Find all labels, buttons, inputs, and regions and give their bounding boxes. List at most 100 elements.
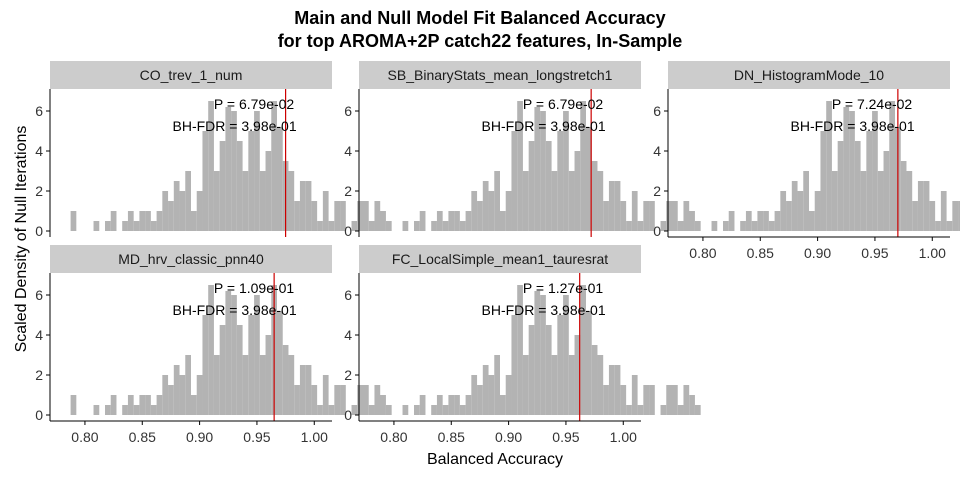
histogram-bar [522,171,529,231]
histogram-bar [751,221,758,231]
histogram-bar [505,191,512,231]
histogram-bar [219,141,226,231]
histogram-bar [946,221,953,231]
histogram-bar [551,355,558,415]
x-tick-label: 0.85 [747,245,774,261]
histogram-bar [557,315,564,415]
histogram-bar [958,201,960,231]
y-tick-label: 4 [35,143,43,159]
x-tick-label: 0.80 [71,429,98,445]
y-tick-label: 4 [344,327,352,343]
histogram-bar [614,181,621,231]
histogram-bar [379,211,386,231]
histogram-bar [242,355,249,415]
x-tick-label: 0.90 [804,245,831,261]
histogram-bar [694,405,701,415]
histogram-bar [826,101,832,231]
histogram-bar [889,101,895,231]
histogram-bar [580,285,586,415]
histogram-bar [402,221,409,231]
p-value-label: P = 1.27e-01 [523,280,604,296]
histogram-bar [471,375,478,415]
histogram-bar [757,211,764,231]
x-tick-label: 0.80 [689,245,716,261]
histogram-bar [414,221,420,231]
histogram-bar [248,131,255,231]
histogram-bar [231,111,237,231]
histogram-bar [448,395,455,415]
fdr-label: BH-FDR = 3.98e-01 [173,118,297,134]
histogram-bar [511,315,518,415]
histogram-bar [780,191,787,231]
histogram-bar [614,365,621,415]
histogram-bar [917,181,924,231]
histogram-bar [402,405,409,415]
histogram-bar [191,395,197,415]
histogram-bar [208,101,214,231]
histogram-bar [522,355,529,415]
histogram-bar [877,171,884,231]
histogram-bar [242,171,249,231]
histogram-bar [666,201,672,231]
facet-strip-label: DN_HistogramMode_10 [734,67,884,83]
histogram-bar [591,345,598,415]
x-tick-label: 0.95 [861,245,888,261]
histogram-bar [419,211,426,231]
histogram-bar [122,221,128,231]
facet-strip-label: MD_hrv_classic_pnn40 [118,251,264,267]
histogram-bar [866,131,873,231]
y-tick-label: 6 [35,103,43,119]
histogram-bar [259,171,266,231]
histogram-bar [711,221,718,231]
histogram-bar [173,181,180,231]
p-value-label: P = 6.79e-02 [214,96,295,112]
facet-strip [50,245,332,273]
histogram-bar [545,141,552,231]
histogram-bar [568,355,575,415]
histogram-bar [820,131,827,231]
histogram-bar [357,201,363,231]
histogram-bar [620,201,627,231]
histogram-bar [431,221,437,231]
histogram-bar [631,191,638,231]
histogram-bar [254,111,260,231]
histogram-bar [517,285,523,415]
histogram-bar [545,325,552,415]
histogram-bar [580,101,586,231]
histogram-bar [311,201,318,231]
x-tick-label: 0.90 [495,429,522,445]
histogram-bar [677,221,684,231]
histogram-bar [185,355,191,415]
histogram-bar [368,405,375,415]
histogram-bar [328,405,335,415]
histogram-bar [688,211,695,231]
histogram-bar [277,311,283,415]
histogram-bar [557,131,564,231]
facet-panel: FC_LocalSimple_mean1_tauresrat P = 1.27e-… [344,245,701,445]
histogram-bar [849,111,855,231]
histogram-bar [603,385,609,415]
histogram-bar [145,211,151,231]
histogram-bar [843,107,850,231]
histogram-bar [328,221,335,231]
histogram-bar [196,191,203,231]
histogram-bar [603,201,609,231]
histogram-bar [923,181,930,231]
histogram-bar [620,385,627,415]
histogram-bar [191,211,197,231]
y-tick-label: 2 [344,183,352,199]
histogram-bar [374,385,381,415]
histogram-bar [162,375,169,415]
p-value-label: P = 6.79e-02 [523,96,604,112]
histogram-bar [127,395,134,415]
histogram-bar [511,131,518,231]
fdr-label: BH-FDR = 3.98e-01 [791,118,915,134]
histogram-bar [248,315,255,415]
histogram-bar [528,141,535,231]
y-tick-label: 4 [344,143,352,159]
histogram-bar [534,291,541,415]
histogram-bar [728,211,735,231]
histogram-bar [912,201,918,231]
x-tick-label: 0.95 [243,429,270,445]
